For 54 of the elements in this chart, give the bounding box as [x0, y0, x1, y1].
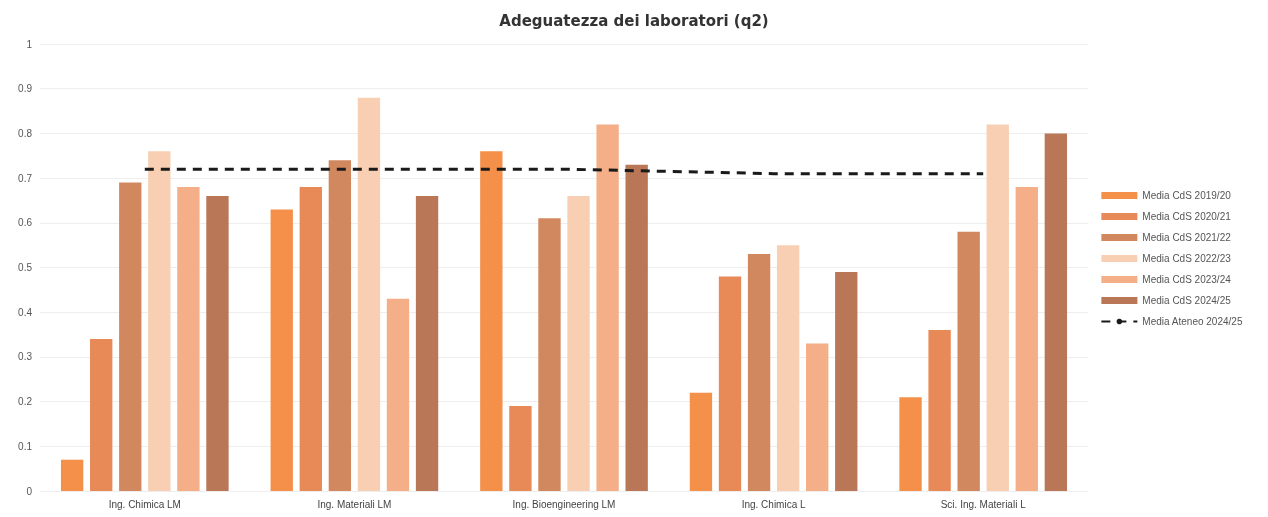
bar [357, 97, 381, 491]
y-tick-label: 0.9 [18, 83, 33, 95]
x-tick-label: Ing. Chimica L [741, 498, 806, 510]
bar [986, 124, 1009, 491]
legend-label: Media CdS 2023/24 [1142, 274, 1232, 285]
bar [509, 406, 532, 491]
bar [625, 164, 648, 491]
y-tick-label: 0.8 [18, 127, 33, 139]
bar [415, 195, 439, 491]
bar [747, 254, 771, 491]
legend-label: Media CdS 2019/20 [1142, 190, 1232, 201]
bar [386, 298, 410, 491]
bar [538, 218, 561, 491]
legend-label: Media CdS 2024/25 [1142, 295, 1232, 306]
bar [689, 392, 713, 491]
x-tick-label: Ing. Bioengineering LM [512, 498, 616, 510]
bar [119, 182, 142, 491]
bar [567, 195, 590, 491]
bar [596, 124, 619, 491]
bar [835, 271, 858, 491]
bar [1044, 133, 1068, 491]
chart-title: Adeguatezza dei laboratori (q2) [499, 11, 769, 30]
y-tick-label: 1 [26, 38, 33, 50]
bar [776, 245, 800, 491]
bar [90, 339, 113, 491]
y-tick-label: 0.4 [18, 306, 33, 318]
bar [480, 151, 503, 491]
y-tick-label: 0.2 [18, 396, 33, 408]
bar [928, 330, 951, 491]
bar [806, 343, 829, 491]
bar [270, 209, 293, 491]
y-tick-label: 0.5 [18, 262, 33, 273]
y-tick-label: 0.6 [18, 217, 33, 229]
bar [899, 397, 922, 491]
bar [328, 160, 352, 491]
bar [299, 187, 322, 491]
y-tick-label: 0.3 [18, 351, 33, 363]
x-tick-label: Ing. Chimica LM [108, 498, 181, 510]
bar [148, 151, 171, 491]
bar [177, 187, 200, 491]
bar [1015, 187, 1038, 491]
bar [957, 231, 980, 491]
y-tick-label: 0.1 [18, 440, 33, 452]
legend-label: Media Ateneo 2024/25 [1142, 316, 1243, 327]
bar [60, 459, 84, 491]
legend-label: Media CdS 2021/22 [1142, 232, 1232, 243]
legend-label: Media CdS 2022/23 [1142, 253, 1232, 264]
bar [206, 195, 229, 491]
y-tick-label: 0.7 [18, 172, 33, 184]
x-tick-label: Sci. Ing. Materiali L [940, 498, 1027, 510]
legend-label: Media CdS 2020/21 [1142, 211, 1232, 222]
x-tick-label: Ing. Materiali LM [317, 498, 392, 510]
y-tick-label: 0 [26, 485, 33, 497]
bar [718, 276, 742, 491]
